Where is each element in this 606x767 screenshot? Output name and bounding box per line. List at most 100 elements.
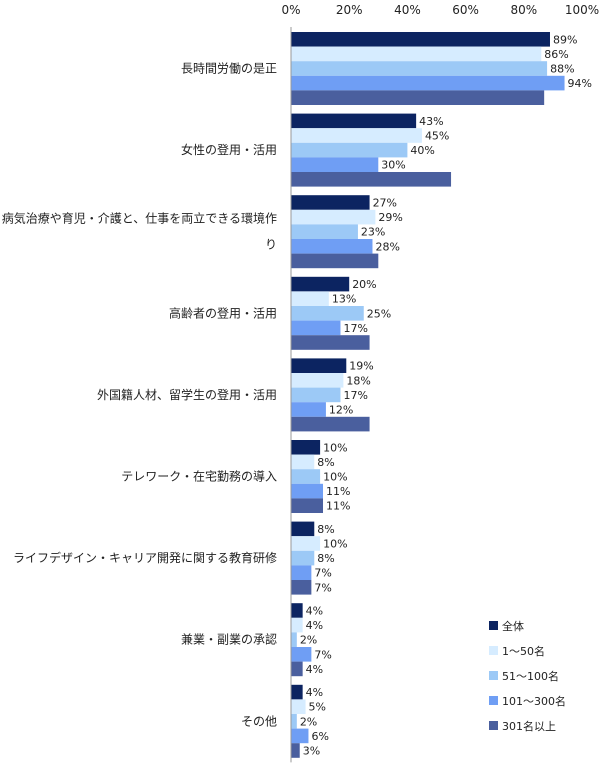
bar — [291, 75, 565, 91]
category-label: その他 — [241, 714, 277, 728]
legend-label: 1～50名 — [502, 644, 545, 658]
bar — [291, 647, 312, 662]
legend-swatch — [489, 696, 498, 705]
data-label: 3% — [303, 745, 320, 758]
bar — [291, 743, 300, 758]
category-label: り — [265, 238, 277, 252]
bar — [291, 172, 452, 187]
bar — [291, 113, 417, 129]
category-label: 兼業・副業の承認 — [181, 632, 277, 647]
legend-label: 101～300名 — [502, 694, 566, 708]
bar — [291, 617, 303, 633]
data-label: 19% — [349, 360, 373, 373]
bar — [291, 209, 376, 225]
bar — [291, 61, 548, 76]
data-label: 43% — [419, 115, 443, 128]
bar — [291, 632, 297, 647]
bars — [291, 32, 565, 758]
data-label: 8% — [317, 456, 334, 469]
data-label: 4% — [306, 619, 323, 632]
bar — [291, 402, 326, 417]
bar — [291, 142, 408, 158]
bar — [291, 90, 545, 105]
bar — [291, 498, 324, 513]
data-label: 2% — [300, 715, 317, 728]
data-label: 89% — [553, 33, 577, 46]
x-tick-label: 0% — [281, 3, 300, 17]
bar — [291, 195, 370, 210]
data-label: 23% — [361, 226, 385, 239]
category-label: 病気治療や育児・介護と、仕事を両立できる環境作 — [2, 211, 277, 226]
bar — [291, 358, 347, 373]
category-label: 女性の登用・活用 — [181, 142, 277, 157]
bar — [291, 239, 373, 254]
data-label: 10% — [323, 538, 347, 551]
legend-swatch — [489, 646, 498, 655]
data-label: 8% — [317, 552, 334, 565]
legend-label: 301名以上 — [502, 719, 556, 733]
data-label: 45% — [425, 130, 449, 143]
bar — [291, 454, 315, 470]
data-label: 11% — [326, 500, 350, 513]
data-label: 17% — [343, 322, 367, 335]
bar — [291, 335, 370, 350]
bar — [291, 387, 341, 403]
data-label: 5% — [309, 701, 326, 714]
data-label: 10% — [323, 471, 347, 484]
x-tick-label: 20% — [336, 3, 363, 17]
x-tick-label: 60% — [452, 3, 479, 17]
category-label: テレワーク・在宅勤務の導入 — [121, 469, 277, 484]
bar — [291, 521, 315, 537]
category-label: 長時間労働の是正 — [181, 62, 277, 76]
data-label: 40% — [410, 144, 434, 157]
category-label: 外国籍人材、留学生の登用・活用 — [97, 387, 277, 402]
bar — [291, 483, 324, 499]
bar — [291, 550, 315, 566]
data-label: 8% — [317, 523, 334, 536]
bar — [291, 416, 370, 432]
data-label: 18% — [346, 374, 370, 387]
legend-label: 全体 — [502, 619, 524, 633]
x-tick-label: 40% — [394, 3, 421, 17]
data-label: 2% — [300, 634, 317, 647]
bar — [291, 373, 344, 388]
data-label: 17% — [343, 389, 367, 402]
bar — [291, 32, 550, 47]
bar — [291, 253, 379, 269]
bar — [291, 224, 358, 239]
legend-swatch — [489, 671, 498, 680]
legend-swatch — [489, 721, 498, 730]
bar — [291, 469, 321, 484]
data-label: 13% — [332, 293, 356, 306]
data-label: 6% — [311, 730, 328, 743]
data-label: 7% — [314, 581, 331, 594]
bar — [291, 320, 341, 336]
data-label: 88% — [550, 63, 574, 76]
bar — [291, 440, 321, 455]
data-label: 7% — [314, 648, 331, 661]
bar — [291, 661, 303, 677]
data-label: 7% — [314, 567, 331, 580]
category-label: 高齢者の登用・活用 — [169, 305, 277, 320]
data-label: 4% — [306, 686, 323, 699]
bar — [291, 276, 350, 292]
category-label: ライフデザイン・キャリア開発に関する教育研修 — [13, 550, 277, 565]
legend-label: 51～100名 — [502, 669, 559, 683]
x-axis-ticks: 0% 20% 40% 60% 80% 100% — [281, 3, 599, 17]
bar — [291, 714, 297, 729]
bar — [291, 291, 329, 306]
bar — [291, 580, 312, 595]
data-label: 30% — [381, 159, 405, 172]
data-label: 25% — [367, 307, 391, 320]
x-tick-label: 80% — [510, 3, 537, 17]
bar — [291, 684, 303, 700]
data-label: 11% — [326, 485, 350, 498]
legend-swatch — [489, 621, 498, 630]
data-label: 4% — [306, 605, 323, 618]
bar — [291, 306, 364, 321]
data-label: 86% — [544, 48, 568, 61]
data-label: 10% — [323, 441, 347, 454]
data-label: 28% — [375, 240, 399, 253]
data-label: 94% — [568, 77, 592, 90]
data-label: 27% — [373, 197, 397, 210]
